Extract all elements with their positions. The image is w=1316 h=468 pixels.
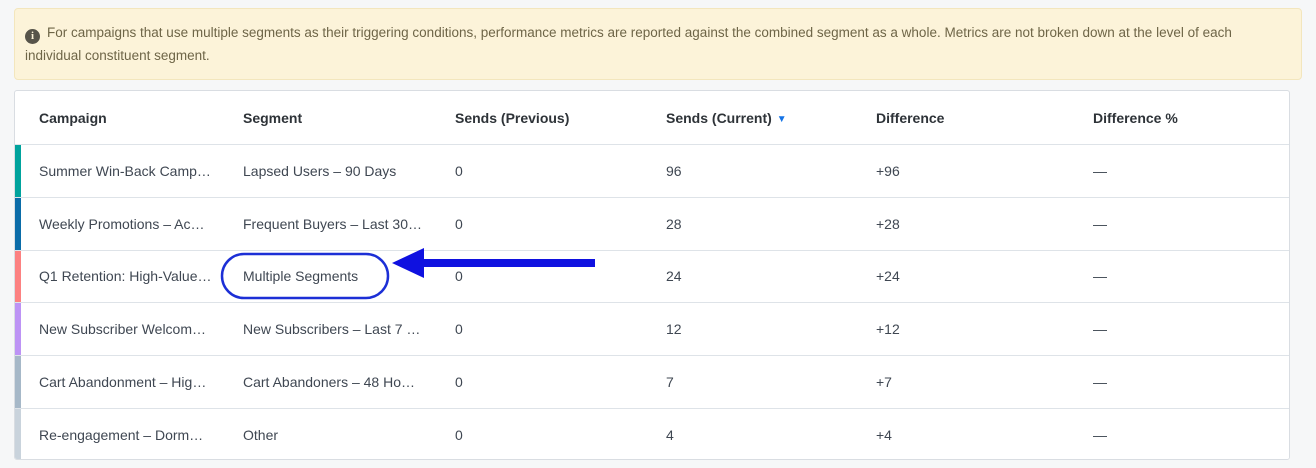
table-row[interactable]: Q1 Retention: High-Value… Multiple Segme… <box>15 249 1289 303</box>
difference-pct-cell: — <box>1093 215 1107 232</box>
segment-cell: Cart Abandoners – 48 Ho… <box>243 374 415 391</box>
difference-pct-cell: — <box>1093 321 1107 338</box>
difference-pct-cell: — <box>1093 162 1107 179</box>
column-header-sends-previous[interactable]: Sends (Previous) <box>455 109 570 126</box>
sends-current-cell: 28 <box>666 215 682 232</box>
table-row[interactable]: New Subscriber Welcom… New Subscribers –… <box>15 302 1289 356</box>
table-row[interactable]: Cart Abandonment – Hig… Cart Abandoners … <box>15 355 1289 408</box>
table-card: Campaign Segment Sends (Previous) Sends … <box>14 90 1290 460</box>
banner-text: For campaigns that use multiple segments… <box>25 25 1232 63</box>
column-header-campaign[interactable]: Campaign <box>39 109 107 126</box>
segment-cell: Other <box>243 426 279 443</box>
campaign-cell: Weekly Promotions – Ac… <box>39 215 205 232</box>
table-body: Summer Win-Back Camp… Lapsed Users – 90 … <box>15 144 1289 459</box>
row-accent-bar <box>15 356 21 408</box>
difference-pct-cell: — <box>1093 426 1107 443</box>
table-header: Campaign Segment Sends (Previous) Sends … <box>15 91 1289 144</box>
sends-current-cell: 24 <box>666 268 682 285</box>
sends-current-cell: 7 <box>666 374 674 391</box>
campaign-cell: Re-engagement – Dorm… <box>39 426 204 443</box>
row-accent-bar <box>15 408 21 459</box>
campaign-cell: Summer Win-Back Camp… <box>39 162 211 179</box>
segment-cell: New Subscribers – Last 7 … <box>243 321 421 338</box>
segment-cell: Multiple Segments <box>243 268 359 285</box>
sends-current-cell: 96 <box>666 162 682 179</box>
difference-cell: +24 <box>876 268 900 285</box>
campaign-cell: Q1 Retention: High-Value… <box>39 268 212 285</box>
sends-current-label: Sends (Current) <box>666 109 772 126</box>
sends-previous-cell: 0 <box>455 268 463 285</box>
sends-previous-cell: 0 <box>455 426 463 443</box>
row-accent-bar <box>15 197 21 250</box>
campaign-cell: New Subscriber Welcom… <box>39 321 207 338</box>
sends-current-cell: 4 <box>666 426 674 443</box>
difference-cell: +4 <box>876 426 892 443</box>
sends-previous-cell: 0 <box>455 162 463 179</box>
row-accent-bar <box>15 303 21 356</box>
sends-previous-cell: 0 <box>455 215 463 232</box>
column-header-segment[interactable]: Segment <box>243 109 303 126</box>
difference-pct-cell: — <box>1093 268 1107 285</box>
difference-cell: +96 <box>876 162 900 179</box>
column-header-difference[interactable]: Difference <box>876 109 945 126</box>
sends-current-cell: 12 <box>666 321 682 338</box>
column-header-sends-current[interactable]: Sends (Current) ▼ <box>666 110 876 126</box>
sends-previous-cell: 0 <box>455 321 463 338</box>
segment-cell: Frequent Buyers – Last 30… <box>243 215 422 232</box>
row-accent-bar <box>15 145 21 197</box>
column-header-difference-pct[interactable]: Difference % <box>1093 109 1178 126</box>
info-banner: i For campaigns that use multiple segment… <box>14 8 1302 80</box>
difference-pct-cell: — <box>1093 374 1107 391</box>
table-row[interactable]: Summer Win-Back Camp… Lapsed Users – 90 … <box>15 144 1289 197</box>
sort-descending-icon[interactable]: ▼ <box>776 113 787 125</box>
info-icon: i <box>25 29 40 44</box>
segment-cell: Lapsed Users – 90 Days <box>243 162 397 179</box>
campaign-cell: Cart Abandonment – Hig… <box>39 374 207 391</box>
table-row[interactable]: Re-engagement – Dorm… Other 0 4 +4 — <box>15 407 1289 459</box>
row-accent-bar <box>15 250 21 303</box>
difference-cell: +12 <box>876 321 900 338</box>
difference-cell: +7 <box>876 374 892 391</box>
difference-cell: +28 <box>876 215 900 232</box>
table-row[interactable]: Weekly Promotions – Ac… Frequent Buyers … <box>15 196 1289 250</box>
sends-previous-cell: 0 <box>455 374 463 391</box>
